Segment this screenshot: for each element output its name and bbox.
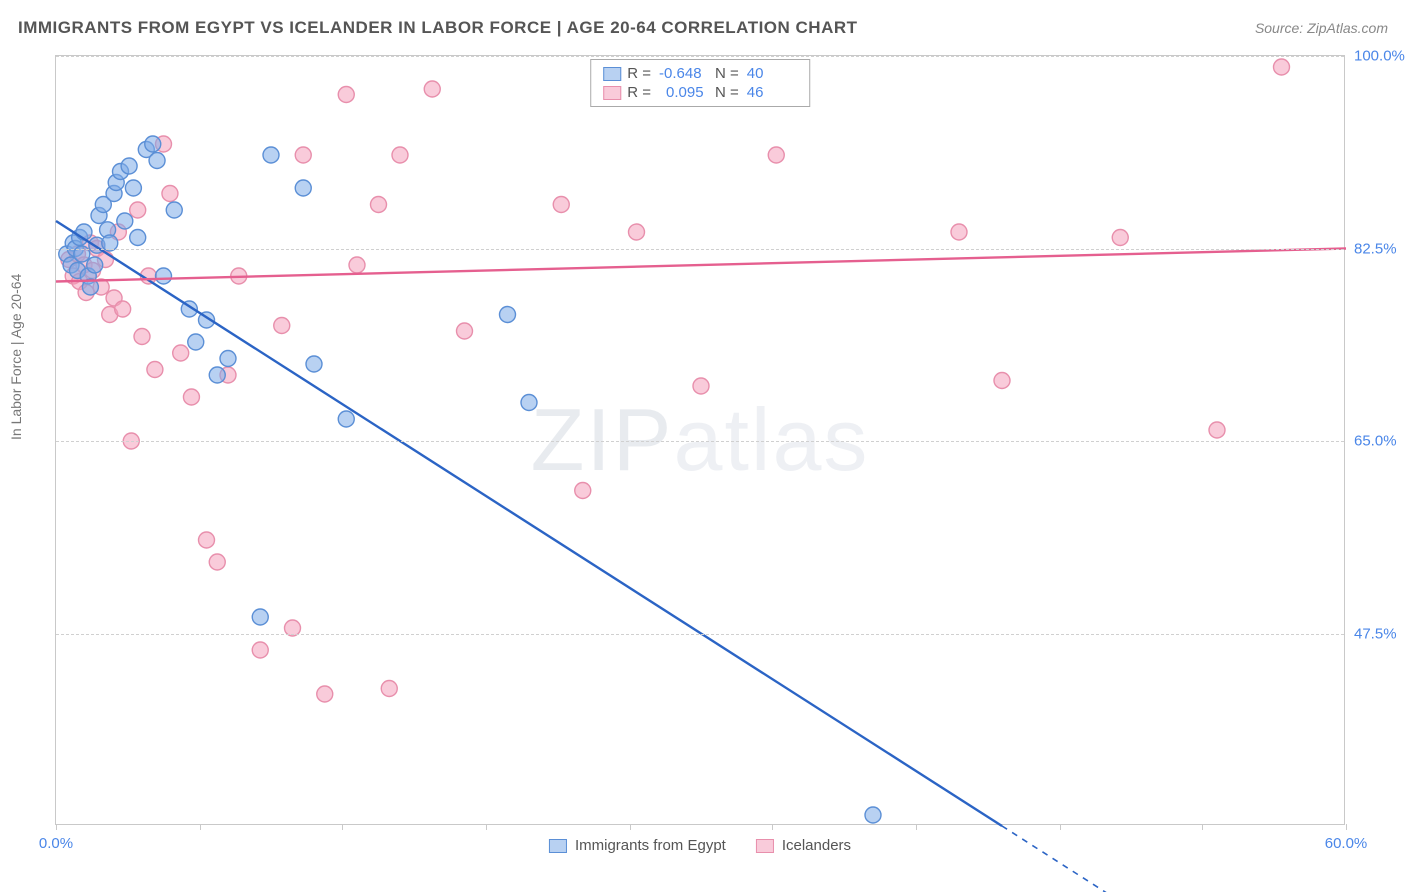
data-point [209, 554, 225, 570]
data-point [130, 202, 146, 218]
data-point [457, 323, 473, 339]
data-point [1209, 422, 1225, 438]
data-point [87, 257, 103, 273]
legend-n-label: N = [715, 65, 739, 82]
data-point [575, 483, 591, 499]
data-point [768, 147, 784, 163]
data-point [183, 389, 199, 405]
data-point [125, 180, 141, 196]
data-point [392, 147, 408, 163]
legend-n-value-iceland: 46 [747, 84, 797, 101]
data-point [424, 81, 440, 97]
data-point [553, 197, 569, 213]
y-tick-label: 65.0% [1354, 433, 1406, 450]
y-tick-label: 100.0% [1354, 48, 1406, 65]
data-point [156, 268, 172, 284]
legend-r-value-egypt: -0.648 [659, 65, 709, 82]
data-point [199, 532, 215, 548]
data-point [295, 180, 311, 196]
swatch-iceland-icon [756, 839, 774, 853]
data-point [371, 197, 387, 213]
legend-r-label: R = [627, 65, 651, 82]
x-tick-label: 60.0% [1325, 835, 1368, 852]
chart-title: IMMIGRANTS FROM EGYPT VS ICELANDER IN LA… [18, 18, 858, 38]
data-point [149, 153, 165, 169]
gridline [56, 249, 1344, 250]
source-label: Source: ZipAtlas.com [1255, 20, 1388, 36]
data-point [166, 202, 182, 218]
x-tick-mark [56, 824, 57, 830]
series-legend: Immigrants from Egypt Icelanders [549, 837, 851, 854]
swatch-egypt [603, 67, 621, 81]
gridline [56, 441, 1344, 442]
y-tick-label: 82.5% [1354, 240, 1406, 257]
y-axis-label: In Labor Force | Age 20-64 [8, 274, 24, 440]
legend-r-value-iceland: 0.095 [659, 84, 709, 101]
data-point [951, 224, 967, 240]
data-point [1274, 59, 1290, 75]
data-point [295, 147, 311, 163]
legend-r-label: R = [627, 84, 651, 101]
data-point [162, 186, 178, 202]
swatch-egypt-icon [549, 839, 567, 853]
data-point [317, 686, 333, 702]
data-point [209, 367, 225, 383]
data-point [263, 147, 279, 163]
legend-item-egypt: Immigrants from Egypt [549, 837, 726, 854]
data-point [338, 87, 354, 103]
data-point [147, 362, 163, 378]
data-point [693, 378, 709, 394]
data-point [629, 224, 645, 240]
data-point [381, 681, 397, 697]
legend-n-value-egypt: 40 [747, 65, 797, 82]
data-point [500, 307, 516, 323]
data-point [865, 807, 881, 823]
y-tick-label: 47.5% [1354, 625, 1406, 642]
gridline [56, 634, 1344, 635]
legend-label-iceland: Icelanders [782, 837, 851, 854]
data-point [117, 213, 133, 229]
trend-line [56, 249, 1346, 282]
trend-line [56, 221, 1002, 826]
data-point [134, 329, 150, 345]
x-tick-mark [486, 824, 487, 830]
x-tick-mark [916, 824, 917, 830]
data-point [173, 345, 189, 361]
x-tick-mark [342, 824, 343, 830]
data-point [220, 351, 236, 367]
data-point [338, 411, 354, 427]
data-point [252, 642, 268, 658]
data-point [188, 334, 204, 350]
legend-row-iceland: R = 0.095 N = 46 [603, 83, 797, 102]
x-tick-mark [1060, 824, 1061, 830]
legend-item-iceland: Icelanders [756, 837, 851, 854]
trend-line-extrapolated [1002, 826, 1131, 892]
data-point [521, 395, 537, 411]
data-point [274, 318, 290, 334]
data-point [252, 609, 268, 625]
x-tick-mark [1202, 824, 1203, 830]
data-point [121, 158, 137, 174]
data-point [130, 230, 146, 246]
swatch-iceland [603, 86, 621, 100]
data-point [115, 301, 131, 317]
legend-row-egypt: R = -0.648 N = 40 [603, 64, 797, 83]
x-tick-mark [1346, 824, 1347, 830]
correlation-legend: R = -0.648 N = 40 R = 0.095 N = 46 [590, 59, 810, 107]
data-point [994, 373, 1010, 389]
plot-area: R = -0.648 N = 40 R = 0.095 N = 46 ZIPat… [55, 55, 1345, 825]
data-point [306, 356, 322, 372]
legend-label-egypt: Immigrants from Egypt [575, 837, 726, 854]
x-tick-mark [772, 824, 773, 830]
x-tick-label: 0.0% [39, 835, 73, 852]
x-tick-mark [630, 824, 631, 830]
data-point [145, 136, 161, 152]
x-tick-mark [200, 824, 201, 830]
chart-svg [56, 56, 1344, 824]
data-point [349, 257, 365, 273]
legend-n-label: N = [715, 84, 739, 101]
data-point [1112, 230, 1128, 246]
gridline [56, 56, 1344, 57]
